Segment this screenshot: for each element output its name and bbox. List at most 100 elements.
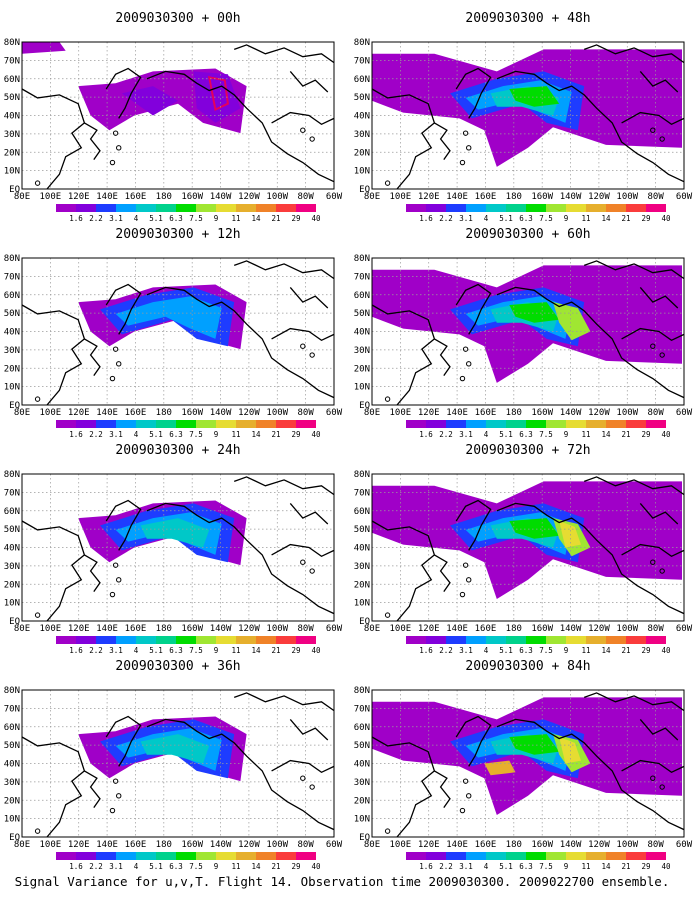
lat-tick-label: 10N: [354, 815, 370, 825]
colorbar-label: 40: [661, 862, 671, 871]
lon-tick-label: 160E: [475, 624, 497, 634]
lat-tick-label: 10N: [4, 599, 20, 609]
map-frame: [371, 41, 685, 190]
lon-tick-label: 60W: [676, 408, 693, 418]
coastline: [371, 692, 685, 838]
colorbar-label: 40: [311, 430, 321, 439]
map-frame: [371, 689, 685, 838]
colorbar-label: 21: [271, 862, 280, 871]
colorbar-swatch: [586, 852, 606, 860]
colorbar-label: 6.3: [169, 646, 183, 655]
lon-tick-label: 120E: [68, 192, 90, 202]
colorbar-label: 7.5: [539, 646, 553, 655]
colorbar-swatch: [406, 204, 426, 212]
colorbar-swatch: [606, 636, 626, 644]
panel-title: 2009030300 + 00h: [115, 11, 240, 26]
colorbar-label: 9: [214, 646, 219, 655]
lat-tick-label: 50N: [4, 93, 20, 103]
lat-tick-label: 10N: [354, 167, 370, 177]
colorbar-swatch: [546, 636, 566, 644]
colorbar-label: 11: [581, 646, 590, 655]
colorbar-label: 4: [134, 862, 139, 871]
colorbar-label: 1.6: [69, 214, 83, 223]
colorbar-swatch: [96, 420, 116, 428]
colorbar-swatch: [216, 204, 236, 212]
coastline: [21, 260, 335, 406]
colorbar-label: 14: [251, 646, 261, 655]
lat-tick-label: 70N: [354, 56, 370, 66]
colorbar-label: 7.5: [189, 646, 203, 655]
lon-tick-label: 120W: [588, 624, 610, 634]
colorbar-label: 11: [231, 862, 240, 871]
colorbar-label: 1.6: [419, 214, 433, 223]
colorbar-swatch: [526, 636, 546, 644]
map-frame: [371, 257, 685, 406]
colorbar-swatch: [256, 204, 276, 212]
lat-tick-label: 10N: [354, 383, 370, 393]
colorbar-swatch: [486, 420, 506, 428]
lat-tick-label: 20N: [354, 580, 370, 590]
colorbar-label: 40: [311, 862, 321, 871]
lat-tick-label: 20N: [4, 148, 20, 158]
panel-title: 2009030300 + 72h: [465, 443, 590, 458]
lon-tick-label: 180: [156, 192, 172, 202]
lat-tick-label: 80N: [4, 686, 20, 696]
lat-tick-label: 40N: [4, 328, 20, 338]
colorbar-swatch: [216, 636, 236, 644]
colorbar-swatch: [136, 204, 156, 212]
colorbar-label: 4: [134, 646, 139, 655]
lon-tick-label: 80E: [14, 408, 30, 418]
colorbar-swatch: [276, 204, 296, 212]
colorbar-label: 11: [231, 646, 240, 655]
colorbar-label: 5.1: [149, 430, 163, 439]
lon-tick-label: 140E: [96, 624, 118, 634]
colorbar: 1.6 2.2 3.1 4 5.1 6.3 7.5 9 11 14 21 29 40: [56, 852, 321, 871]
colorbar-swatch: [506, 636, 526, 644]
lat-tick-label: 80N: [354, 38, 370, 48]
colorbar-swatch: [446, 636, 466, 644]
lon-tick-label: 140W: [210, 408, 232, 418]
contour-level-4: [115, 296, 222, 339]
lon-tick-label: 160E: [125, 840, 147, 850]
lat-tick-label: 50N: [354, 309, 370, 319]
lon-tick-label: 80W: [648, 624, 665, 634]
lon-tick-label: 140E: [446, 840, 468, 850]
lon-tick-label: 180: [506, 408, 522, 418]
colorbar-label: 14: [601, 646, 611, 655]
colorbar-swatch: [136, 636, 156, 644]
colorbar-label: 5.1: [149, 214, 163, 223]
colorbar-swatch: [486, 204, 506, 212]
panel-title: 2009030300 + 60h: [465, 227, 590, 242]
lat-tick-label: EQ: [359, 185, 370, 195]
lon-tick-label: 100E: [390, 408, 412, 418]
lon-tick-label: 140W: [560, 624, 582, 634]
lon-tick-label: 80W: [648, 408, 665, 418]
colorbar-swatch: [196, 204, 216, 212]
lon-tick-label: 120E: [68, 624, 90, 634]
lon-tick-label: 100W: [616, 192, 638, 202]
colorbar-label: 29: [641, 214, 650, 223]
lat-tick-label: 40N: [354, 760, 370, 770]
colorbar-swatch: [626, 420, 646, 428]
panel-title: 2009030300 + 12h: [115, 227, 240, 242]
map-panel: 2009030300 + 48h 80N 70N 60N 50N 40N 30N 20N 10N…: [354, 11, 693, 223]
lat-tick-label: 80N: [354, 686, 370, 696]
lat-tick-label: 70N: [4, 272, 20, 282]
colorbar-label: 3.1: [109, 214, 123, 223]
colorbar-swatch: [586, 204, 606, 212]
lon-tick-label: 160W: [181, 840, 203, 850]
lon-tick-label: 180: [506, 192, 522, 202]
lon-tick-label: 80W: [298, 192, 315, 202]
lat-tick-label: 50N: [4, 525, 20, 535]
lon-tick-label: 100W: [266, 408, 288, 418]
lat-tick-label: 20N: [4, 580, 20, 590]
colorbar-label: 6.3: [519, 214, 533, 223]
colorbar-swatch: [606, 204, 626, 212]
colorbar-swatch: [526, 852, 546, 860]
colorbar-swatch: [426, 420, 446, 428]
colorbar-label: 4: [484, 862, 489, 871]
colorbar-label: 6.3: [519, 430, 533, 439]
colorbar-label: 9: [564, 646, 569, 655]
colorbar-swatch: [646, 420, 666, 428]
colorbar-swatch: [56, 420, 76, 428]
